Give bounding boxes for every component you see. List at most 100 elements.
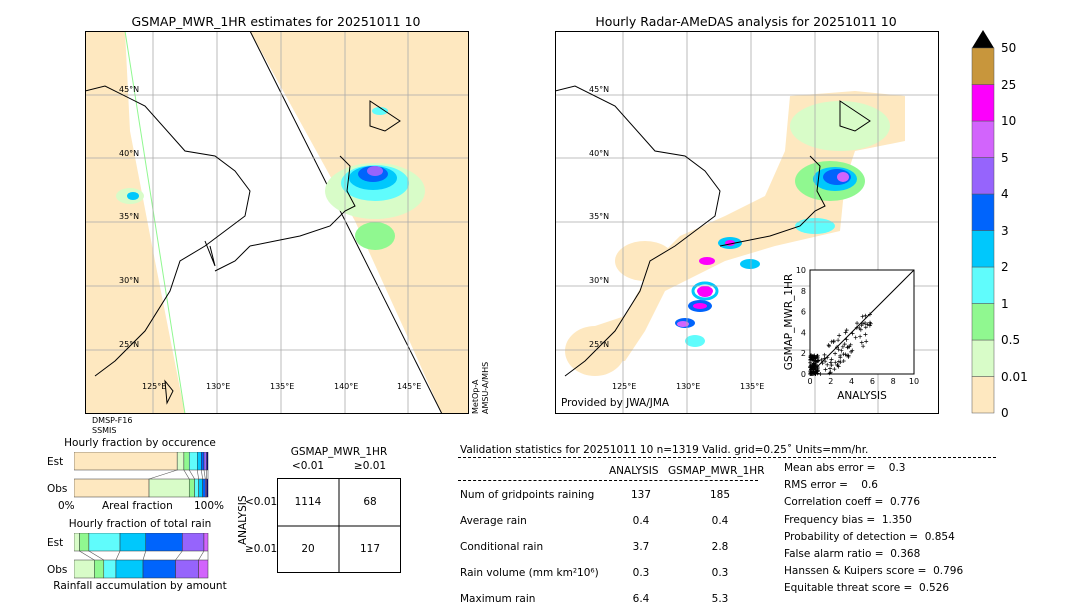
scatter-point xyxy=(828,360,833,365)
axis-right: 100% xyxy=(194,500,225,512)
rain-left xyxy=(116,107,425,250)
divider xyxy=(458,457,996,458)
y-tick-label: 0 xyxy=(801,370,806,379)
bar-segment xyxy=(198,559,209,579)
scatter-point xyxy=(860,321,865,326)
bar-segment xyxy=(201,452,205,471)
scatter-point xyxy=(827,371,832,376)
scatter-point xyxy=(823,367,828,372)
score-line: Mean abs error = 0.3 xyxy=(784,462,906,474)
lon-label: 135°E xyxy=(740,382,765,391)
stat-analysis: 0.4 xyxy=(632,515,650,527)
colorbar-label: 0.01 xyxy=(1001,369,1028,384)
stat-analysis: 0.3 xyxy=(632,567,650,579)
contingency-header: GSMAP_MWR_1HR xyxy=(290,446,388,458)
bar-segment xyxy=(182,533,205,552)
bar-segment xyxy=(145,533,183,552)
scatter-point xyxy=(836,338,841,343)
right-map-title: Hourly Radar-AMeDAS analysis for 2025101… xyxy=(595,14,897,29)
scatter-point xyxy=(850,348,855,353)
lon-label: 140°E xyxy=(334,382,359,391)
bar-segment xyxy=(88,533,121,552)
bar-segment xyxy=(79,533,90,552)
score-line: RMS error = 0.6 xyxy=(784,479,878,492)
scatter-point xyxy=(850,331,855,336)
scatter-point xyxy=(833,360,838,365)
scatter-point xyxy=(815,364,820,369)
stat-gsmap: 2.8 xyxy=(711,541,729,553)
colorbar-swatch xyxy=(971,84,995,122)
stat-analysis: 6.4 xyxy=(632,593,650,605)
scatter-point xyxy=(811,364,816,369)
score-line: Correlation coeff = 0.776 xyxy=(784,496,920,509)
stat-label: Conditional rain xyxy=(460,541,544,553)
lat-label: 25°N xyxy=(589,340,610,349)
sensor-label: DMSP-F16 xyxy=(92,416,133,425)
lon-label: 130°E xyxy=(676,382,701,391)
colorbar-label: 10 xyxy=(1001,114,1017,128)
scatter-point xyxy=(833,351,838,356)
bar-segment xyxy=(74,533,80,552)
row-label-est: Est xyxy=(47,456,64,468)
sensor-label: SSMIS xyxy=(92,426,117,435)
bar-segment xyxy=(115,559,144,579)
bar-segment xyxy=(175,559,199,579)
scatter-point xyxy=(837,333,842,338)
contingency-table xyxy=(277,478,401,573)
scatter-point xyxy=(813,372,818,376)
left-map xyxy=(85,31,469,414)
scatter-point xyxy=(829,363,834,368)
colorbar-label: 1 xyxy=(1001,296,1009,311)
scatter-point xyxy=(823,359,828,364)
bar-segment xyxy=(203,533,209,552)
colorbar-swatch xyxy=(971,47,995,85)
scatter-point xyxy=(858,334,863,339)
col-label: <0.01 xyxy=(291,460,325,472)
scatter-point xyxy=(838,353,843,358)
bar-segment xyxy=(94,559,105,579)
row-label-est: Est xyxy=(47,537,64,549)
scatter-point xyxy=(836,364,841,369)
cell-hit: 117 xyxy=(359,543,381,555)
bar-segment xyxy=(176,452,185,471)
lon-label: 130°E xyxy=(206,382,231,391)
divider xyxy=(458,480,758,481)
left-gridlines xyxy=(85,31,469,414)
scatter-point xyxy=(819,357,824,362)
scatter-point xyxy=(863,332,868,337)
scatter-point xyxy=(825,362,830,367)
scatter-point xyxy=(834,345,839,350)
lon-label: 135°E xyxy=(270,382,295,391)
colorbar-label: 0 xyxy=(1001,406,1009,420)
stat-gsmap: 5.3 xyxy=(711,593,729,605)
lat-label: 35°N xyxy=(589,212,610,221)
lon-label: 145°E xyxy=(397,382,422,391)
scatter-point xyxy=(826,343,831,348)
swath-left xyxy=(85,31,185,414)
bar-segment xyxy=(202,478,206,498)
scatter-point xyxy=(828,366,833,371)
scatter-point xyxy=(812,353,817,358)
scatter-point xyxy=(825,355,830,360)
scatter-point xyxy=(868,320,873,325)
scatter-point xyxy=(843,330,848,335)
scatter-point xyxy=(863,321,868,326)
row-label-obs: Obs xyxy=(47,483,68,495)
scatter-point xyxy=(818,372,823,376)
scatter-plot: 00 2 2 4 4 6 6 8 8 10 10 ANALYSIS GSMAP_MWR_1HR xyxy=(783,266,919,402)
colorbar-swatch xyxy=(971,120,995,158)
total-rain-title: Hourly fraction of total rain xyxy=(68,518,212,530)
sensor-label: MetOp-A xyxy=(471,379,480,414)
bar-segment xyxy=(183,452,190,471)
colorbar-swatch xyxy=(971,230,995,268)
col-label: ≥0.01 xyxy=(353,460,387,472)
total-rain-bars xyxy=(74,533,209,579)
row-label: ≥0.01 xyxy=(245,543,278,555)
x-tick-label: 4 xyxy=(849,377,854,386)
scatter-point xyxy=(855,321,860,326)
scatter-point xyxy=(841,352,846,357)
colorbar-label: 50 xyxy=(1001,41,1017,55)
colorbar-label: 25 xyxy=(1001,77,1017,92)
lon-label: 125°E xyxy=(142,382,167,391)
